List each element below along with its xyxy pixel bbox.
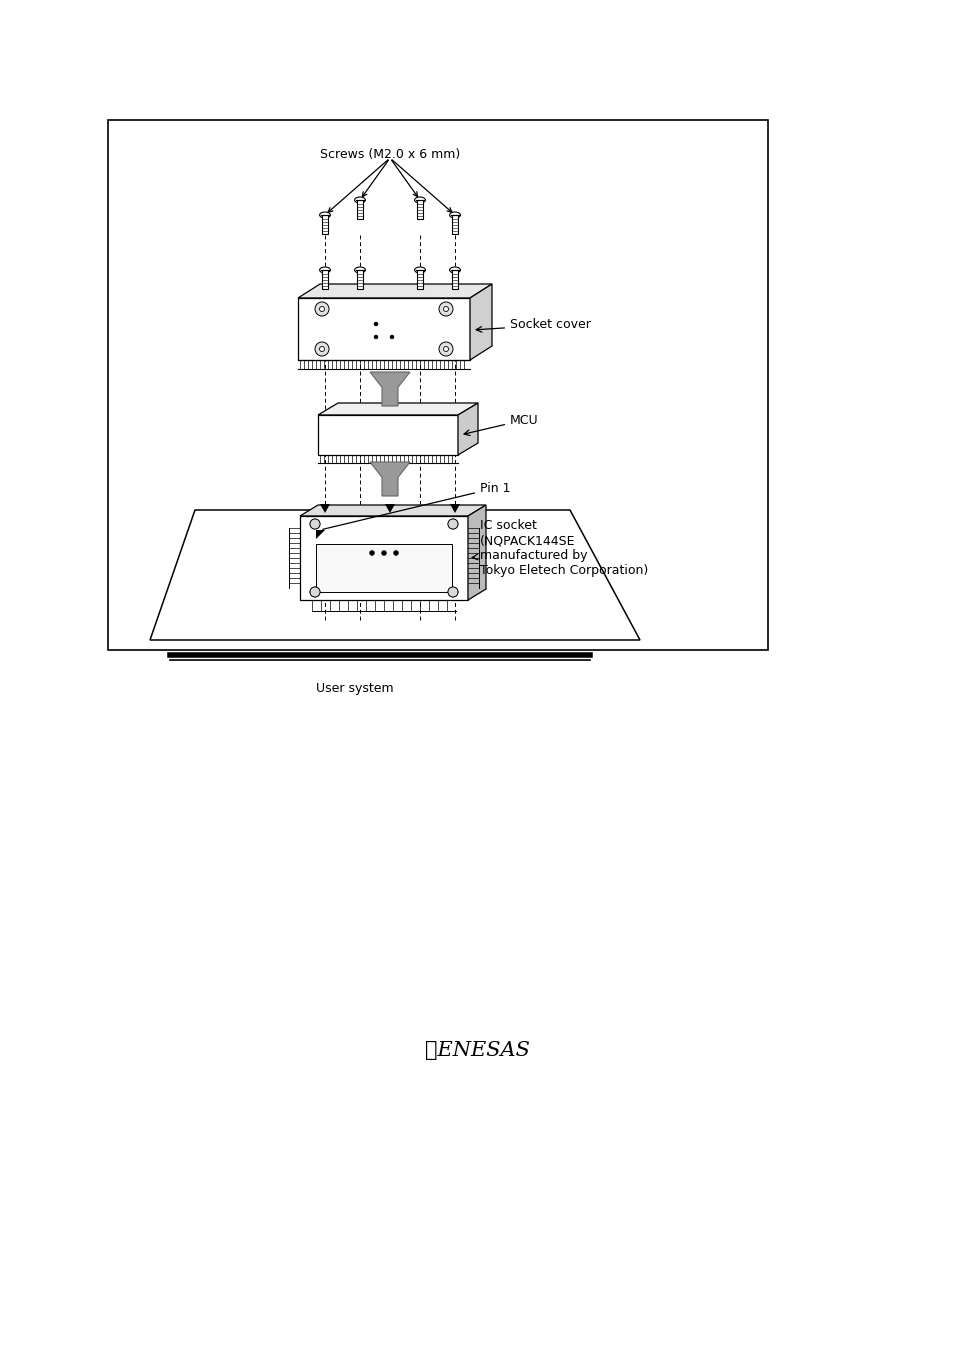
Circle shape [443,307,448,312]
Circle shape [448,586,457,597]
Bar [416,270,423,289]
Circle shape [448,519,457,530]
Circle shape [314,303,329,316]
Polygon shape [319,504,330,513]
Polygon shape [150,509,639,640]
Circle shape [319,307,324,312]
Polygon shape [457,403,477,455]
Bar [321,270,328,289]
Circle shape [310,519,319,530]
Circle shape [448,586,457,597]
Text: Socket cover: Socket cover [476,319,590,332]
Polygon shape [385,504,395,513]
Bar [356,270,363,289]
Polygon shape [317,403,477,415]
Ellipse shape [355,267,365,273]
Ellipse shape [449,267,460,273]
Ellipse shape [319,267,330,273]
Ellipse shape [319,212,330,218]
Circle shape [374,335,377,339]
Ellipse shape [449,212,460,218]
Polygon shape [297,299,470,359]
Circle shape [310,586,319,597]
Text: User system: User system [315,682,394,694]
Bar [321,215,328,234]
Text: Screws (M2.0 x 6 mm): Screws (M2.0 x 6 mm) [319,149,459,161]
Polygon shape [450,504,459,513]
Bar [451,270,457,289]
Text: Pin 1: Pin 1 [322,481,510,530]
Polygon shape [299,516,468,600]
Ellipse shape [415,267,425,273]
Circle shape [443,346,448,351]
Circle shape [374,322,377,326]
Bar [416,200,423,219]
Polygon shape [299,505,485,516]
Circle shape [381,550,386,555]
Polygon shape [468,505,485,600]
Text: IC socket
(NQPACK144SE
manufactured by
Tokyo Eletech Corporation): IC socket (NQPACK144SE manufactured by T… [472,519,648,577]
Circle shape [438,303,453,316]
Polygon shape [317,415,457,455]
Bar [315,544,452,592]
Polygon shape [370,372,410,407]
Circle shape [438,342,453,357]
Polygon shape [370,462,410,496]
Circle shape [319,346,324,351]
Circle shape [369,550,375,555]
Circle shape [310,519,319,530]
Bar [108,120,767,650]
Polygon shape [297,284,492,299]
Bar [356,200,363,219]
Ellipse shape [355,197,365,203]
Circle shape [390,335,394,339]
Bar [451,215,457,234]
Circle shape [448,519,457,530]
Circle shape [310,586,319,597]
Circle shape [393,550,398,555]
Text: MCU: MCU [463,413,538,435]
Polygon shape [470,284,492,359]
Text: ℜENESAS: ℜENESAS [424,1040,529,1059]
Ellipse shape [415,197,425,203]
Polygon shape [315,530,325,539]
Circle shape [314,342,329,357]
